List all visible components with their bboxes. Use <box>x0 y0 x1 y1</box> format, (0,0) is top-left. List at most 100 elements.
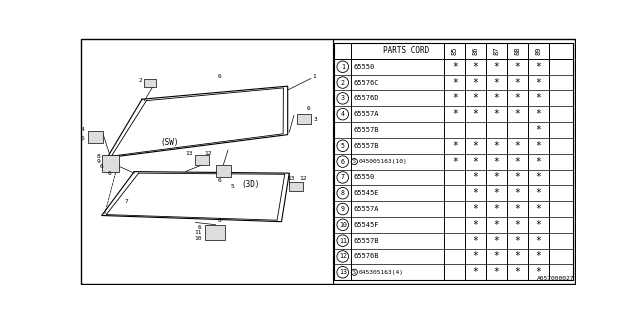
Text: *: * <box>536 204 541 214</box>
Text: *: * <box>515 204 520 214</box>
Text: *: * <box>473 252 479 261</box>
Text: *: * <box>536 188 541 198</box>
Bar <box>143 79 156 87</box>
Text: *: * <box>473 236 479 246</box>
Text: *: * <box>515 77 520 88</box>
Text: *: * <box>473 204 479 214</box>
Text: *: * <box>493 267 499 277</box>
Text: *: * <box>536 62 541 72</box>
Text: 11: 11 <box>339 238 347 244</box>
Text: *: * <box>515 188 520 198</box>
Text: 12: 12 <box>300 176 307 181</box>
Text: *: * <box>515 267 520 277</box>
Text: 4: 4 <box>81 127 84 132</box>
Text: *: * <box>493 93 499 103</box>
Text: 9: 9 <box>340 206 345 212</box>
Text: *: * <box>515 252 520 261</box>
Text: *: * <box>536 156 541 167</box>
Text: 89: 89 <box>536 47 541 55</box>
Text: 6: 6 <box>198 225 202 229</box>
Text: 045005163(10): 045005163(10) <box>358 159 407 164</box>
Text: 2: 2 <box>340 80 345 85</box>
Text: 65550: 65550 <box>353 64 375 70</box>
Text: 65557B: 65557B <box>353 143 379 149</box>
Text: 3: 3 <box>340 95 345 101</box>
Text: 65576B: 65576B <box>353 253 379 260</box>
Text: *: * <box>536 172 541 182</box>
Text: 65557A: 65557A <box>353 206 379 212</box>
Text: 65545E: 65545E <box>353 190 379 196</box>
Text: *: * <box>473 93 479 103</box>
Text: *: * <box>515 172 520 182</box>
Text: 65557B: 65557B <box>353 238 379 244</box>
Text: *: * <box>493 156 499 167</box>
Bar <box>102 156 119 172</box>
Text: 4: 4 <box>340 111 345 117</box>
Text: *: * <box>536 141 541 151</box>
Bar <box>334 43 573 280</box>
Text: *: * <box>473 172 479 182</box>
Text: *: * <box>473 77 479 88</box>
Text: *: * <box>536 236 541 246</box>
Text: A657000027: A657000027 <box>537 276 575 281</box>
Text: *: * <box>515 141 520 151</box>
Text: *: * <box>473 109 479 119</box>
Text: 65576D: 65576D <box>353 95 379 101</box>
Text: 6: 6 <box>81 136 84 141</box>
Text: 6: 6 <box>218 178 221 183</box>
Text: 12: 12 <box>339 253 347 260</box>
Text: 8: 8 <box>97 155 100 159</box>
Text: 13: 13 <box>339 269 347 275</box>
Text: 1: 1 <box>340 64 345 70</box>
Text: 85: 85 <box>452 47 458 55</box>
Text: *: * <box>493 62 499 72</box>
Text: *: * <box>515 93 520 103</box>
Text: *: * <box>493 77 499 88</box>
Text: 6: 6 <box>218 74 221 79</box>
Text: *: * <box>473 267 479 277</box>
Text: *: * <box>493 188 499 198</box>
Text: 8: 8 <box>340 190 345 196</box>
Bar <box>205 225 225 240</box>
Text: *: * <box>536 77 541 88</box>
Text: *: * <box>493 109 499 119</box>
Text: *: * <box>452 141 458 151</box>
Text: (3D): (3D) <box>241 180 260 189</box>
Text: 8: 8 <box>218 218 221 223</box>
Text: 5: 5 <box>340 143 345 149</box>
Text: *: * <box>515 156 520 167</box>
Text: 13: 13 <box>287 176 294 181</box>
Text: 7: 7 <box>340 174 345 180</box>
Text: 10: 10 <box>339 222 347 228</box>
Text: 13: 13 <box>186 151 193 156</box>
Bar <box>195 156 209 165</box>
Bar <box>216 165 231 177</box>
Text: 1: 1 <box>312 74 316 79</box>
Text: 9: 9 <box>97 159 100 164</box>
Text: 11: 11 <box>194 230 202 235</box>
Text: 3: 3 <box>313 117 317 122</box>
Text: *: * <box>452 109 458 119</box>
Text: 87: 87 <box>493 47 500 55</box>
Text: *: * <box>536 93 541 103</box>
Text: *: * <box>473 220 479 230</box>
Text: 10: 10 <box>194 236 202 241</box>
Text: 65545F: 65545F <box>353 222 379 228</box>
Text: 65576C: 65576C <box>353 80 379 85</box>
Text: *: * <box>452 156 458 167</box>
Text: *: * <box>473 141 479 151</box>
Text: 6: 6 <box>99 164 103 170</box>
Text: *: * <box>493 236 499 246</box>
Text: 12: 12 <box>204 151 211 156</box>
Text: 65557B: 65557B <box>353 127 379 133</box>
Text: *: * <box>515 220 520 230</box>
Text: *: * <box>493 220 499 230</box>
Text: 5: 5 <box>231 184 234 189</box>
Text: 7: 7 <box>125 199 129 204</box>
Text: *: * <box>536 252 541 261</box>
Text: *: * <box>536 267 541 277</box>
Text: *: * <box>452 77 458 88</box>
Text: S: S <box>353 270 356 275</box>
Text: *: * <box>515 236 520 246</box>
Text: *: * <box>473 62 479 72</box>
